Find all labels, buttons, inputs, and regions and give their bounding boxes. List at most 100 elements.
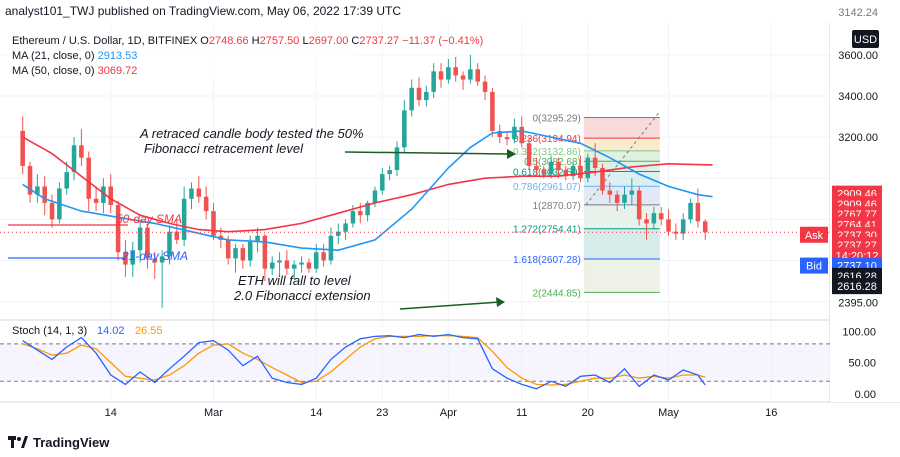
price-tick-label: 3200.00 [838, 132, 878, 144]
candle-body [512, 127, 517, 139]
candle-body [541, 170, 546, 174]
candle-body [630, 191, 635, 195]
stoch-tick-label: 0.00 [855, 389, 876, 401]
legend-h-label: H [252, 35, 260, 47]
candle-body [387, 170, 392, 174]
candle-body [358, 211, 363, 215]
fib-level-label: 1.272(2754.41) [513, 225, 581, 236]
candle-body [197, 189, 202, 197]
annotation-fall-line1: ETH will fall to level [238, 273, 352, 288]
fib-level-label: 0(3295.29) [532, 114, 580, 125]
time-axis: 14 Mar 14 23 Apr 11 20 May 16 [105, 407, 778, 419]
annotation-retrace-line1: A retraced candle body tested the 50% [139, 126, 364, 141]
candle-body [248, 242, 253, 261]
candle-body [431, 71, 436, 92]
candle-body [549, 162, 554, 174]
candle-body [622, 195, 627, 203]
time-tick-label: Mar [204, 407, 223, 419]
time-tick-label: Apr [440, 407, 457, 419]
candle-body [527, 143, 532, 166]
candle-body [292, 265, 297, 269]
legend-ma50-value: 3069.72 [98, 65, 138, 77]
candle-body [439, 71, 444, 79]
stoch-legend-k: 14.02 [97, 325, 125, 337]
price-marker-label: 2616.28 [837, 281, 877, 293]
legend-symbol: Ethereum / U.S. Dollar, 1D, BITFINEX [12, 35, 200, 47]
legend-ma21-row: MA (21, close, 0) 2913.53 [12, 50, 137, 62]
legend-ma21-value: 2913.53 [98, 50, 138, 62]
tradingview-logo-icon [8, 436, 28, 448]
candle-body [417, 88, 422, 100]
legend-o-value: 2748.66 [209, 35, 252, 47]
fib-zone [584, 259, 660, 292]
candle-body [299, 263, 304, 265]
candle-body [534, 166, 539, 170]
legend-l-value: 2697.00 [309, 35, 352, 47]
candle-body [277, 260, 282, 262]
candle-body [490, 92, 495, 131]
fib-level-label: 1.618(2607.28) [513, 255, 581, 266]
candle-body [461, 75, 466, 79]
candle-body [703, 221, 708, 232]
candle-body [483, 82, 488, 92]
time-tick-label: May [658, 407, 679, 419]
candle-body [373, 191, 378, 203]
time-tick-label: 16 [765, 407, 777, 419]
candle-body [608, 191, 613, 195]
candle-body [674, 232, 679, 234]
candle-body [86, 158, 91, 199]
candle-body [241, 248, 246, 260]
time-tick-label: 23 [376, 407, 388, 419]
candle-body [79, 145, 84, 157]
stoch-legend-label: Stoch (14, 1, 3) [12, 325, 87, 337]
candle-body [586, 158, 591, 179]
candle-body [395, 147, 400, 170]
time-tick-label: 20 [582, 407, 594, 419]
candle-body [637, 191, 642, 220]
fib-level-label: 1(2870.07) [532, 201, 580, 212]
candle-body [343, 223, 348, 231]
candle-body [666, 219, 671, 231]
candle-body [409, 88, 414, 111]
stoch-pane: Stoch (14, 1, 3) 14.02 26.55 [0, 325, 830, 389]
fib-zone [584, 205, 660, 229]
price-tick-label: 3400.00 [838, 91, 878, 103]
price-tag-label: Bid [806, 261, 822, 273]
candle-body [519, 127, 524, 143]
stoch-tick-label: 50.00 [848, 358, 876, 370]
fib-level-label: 2(2444.85) [532, 288, 580, 299]
legend-ma50-label: MA (50, close, 0) [12, 65, 98, 77]
candle-body [20, 131, 25, 166]
candle-body [50, 203, 55, 219]
candle-body [446, 67, 451, 79]
legend-ohlc-row: Ethereum / U.S. Dollar, 1D, BITFINEX O27… [12, 35, 483, 47]
candle-body [453, 67, 458, 75]
candle-body [94, 199, 99, 203]
annotation-fall-line2: 2.0 Fibonacci extension [233, 288, 371, 303]
candle-body [424, 92, 429, 100]
legend-h-value: 2757.50 [260, 35, 303, 47]
candle-body [182, 199, 187, 240]
candle-body [42, 186, 47, 202]
candle-body [696, 203, 701, 222]
fib-zone [584, 118, 660, 139]
stoch-tick-label: 100.00 [842, 326, 876, 338]
candle-body [314, 252, 319, 268]
candle-body [72, 145, 77, 172]
price-tick-label: 2395.00 [838, 298, 878, 310]
stoch-legend-d: 26.55 [135, 325, 163, 337]
candle-body [615, 195, 620, 203]
candle-body [380, 174, 385, 190]
annotation-sma21: 21-day SMA [121, 249, 188, 263]
candle-body [468, 69, 473, 79]
candle-body [329, 236, 334, 261]
tradingview-logo[interactable]: TradingView [8, 433, 109, 451]
legend-change: −11.37 (−0.41%) [402, 35, 483, 47]
legend-c-label: C [351, 35, 359, 47]
candle-body [307, 263, 312, 269]
candle-body [402, 110, 407, 147]
candle-body [505, 137, 510, 139]
candle-body [263, 236, 268, 269]
legend-c-value: 2737.27 [359, 35, 402, 47]
